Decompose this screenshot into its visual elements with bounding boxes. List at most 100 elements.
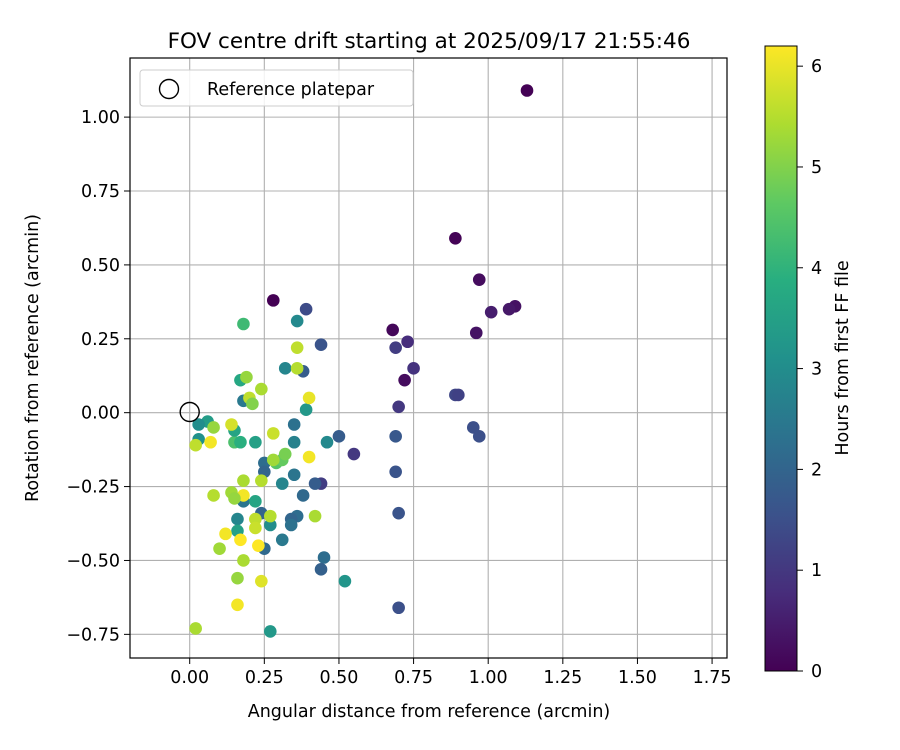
data-point (314, 338, 328, 351)
data-point (275, 533, 289, 547)
x-tick-label: 0.00 (170, 668, 209, 688)
data-point (237, 474, 250, 487)
data-point (401, 335, 414, 349)
data-point (347, 447, 361, 461)
x-axis-label: Angular distance from reference (arcmin) (248, 702, 611, 722)
data-point (252, 539, 265, 552)
data-point (249, 521, 262, 535)
data-points (189, 84, 534, 638)
x-tick-label: 1.25 (543, 668, 582, 688)
data-point (466, 421, 480, 434)
colorbar-label: Hours from first FF file (833, 260, 853, 455)
data-point (234, 435, 247, 449)
data-point (266, 294, 280, 307)
x-tick-label: 0.75 (394, 668, 433, 688)
data-point (225, 418, 238, 431)
data-point (287, 468, 301, 482)
data-point (231, 571, 244, 585)
data-point (332, 430, 346, 443)
data-point (189, 438, 202, 452)
data-point (249, 512, 262, 526)
data-point (246, 397, 259, 411)
reference-marker (179, 401, 200, 423)
data-point (255, 474, 268, 487)
data-point (278, 362, 292, 375)
x-tick-label: 1.00 (469, 668, 508, 688)
data-point (207, 421, 220, 434)
data-point (389, 430, 402, 443)
data-point (299, 403, 313, 417)
data-point (302, 391, 316, 405)
data-point (240, 370, 253, 384)
data-point (469, 326, 483, 340)
data-point (237, 554, 250, 567)
colorbar-gradient (764, 45, 798, 672)
data-point (472, 273, 486, 286)
data-point (189, 622, 202, 635)
data-point (266, 453, 280, 467)
y-tick-label: 1.00 (81, 108, 120, 128)
legend-reference-marker (158, 78, 180, 100)
data-point (290, 341, 304, 354)
colorbar-tick-label: 5 (811, 158, 822, 178)
y-tick-label: −0.50 (66, 551, 120, 571)
data-point (249, 495, 262, 508)
data-point (302, 450, 316, 464)
data-point (338, 574, 352, 588)
data-point (263, 625, 277, 638)
data-point (287, 435, 301, 449)
grid-lines (130, 58, 727, 658)
data-point (255, 574, 268, 588)
data-point (502, 302, 516, 316)
data-point (449, 231, 462, 245)
data-point (452, 388, 465, 402)
data-point (472, 430, 486, 443)
data-point (284, 518, 298, 532)
data-point (287, 418, 301, 431)
y-tick-label: 0.00 (81, 404, 120, 424)
colorbar-tick-label: 4 (811, 259, 822, 279)
data-point (228, 492, 241, 505)
y-axis-ticks: −0.75 −0.50 −0.25 0.00 0.25 0.50 0.75 1.00 (66, 108, 130, 645)
data-point (266, 427, 280, 440)
data-point (219, 527, 232, 541)
colorbar: 0 1 2 3 4 5 6 Hours from first FF file (764, 45, 853, 682)
data-point (290, 314, 304, 328)
data-point (392, 601, 405, 615)
data-point (314, 563, 328, 576)
legend-box (139, 69, 414, 107)
data-point (389, 341, 402, 354)
data-point (213, 542, 226, 555)
data-point (263, 509, 277, 523)
data-point (192, 418, 205, 431)
data-point (231, 512, 244, 526)
data-point (520, 84, 534, 97)
y-tick-label: 0.25 (81, 330, 120, 350)
plot-frame (129, 57, 728, 659)
data-point (320, 435, 334, 449)
data-point (255, 382, 268, 396)
data-point (407, 362, 420, 375)
legend-label: Reference platepar (207, 80, 375, 100)
colorbar-tick-label: 2 (811, 460, 822, 480)
y-tick-label: −0.75 (66, 625, 120, 645)
data-point (290, 362, 304, 375)
data-point (308, 477, 322, 490)
data-point (398, 373, 411, 387)
data-point (389, 465, 402, 479)
data-point (386, 323, 399, 337)
data-point (317, 551, 331, 564)
data-point (207, 489, 220, 502)
data-point (231, 598, 244, 612)
chart-title: FOV centre drift starting at 2025/09/17 … (168, 29, 691, 54)
x-tick-label: 0.50 (319, 668, 358, 688)
data-point (249, 435, 262, 449)
data-point (275, 477, 289, 490)
data-point (308, 509, 322, 523)
data-point (237, 317, 250, 331)
colorbar-tick-label: 0 (811, 662, 822, 682)
x-tick-label: 1.50 (618, 668, 657, 688)
legend: Reference platepar (139, 69, 414, 107)
colorbar-tick-label: 6 (811, 57, 822, 77)
y-axis-label: Rotation from reference (arcmin) (23, 214, 43, 502)
